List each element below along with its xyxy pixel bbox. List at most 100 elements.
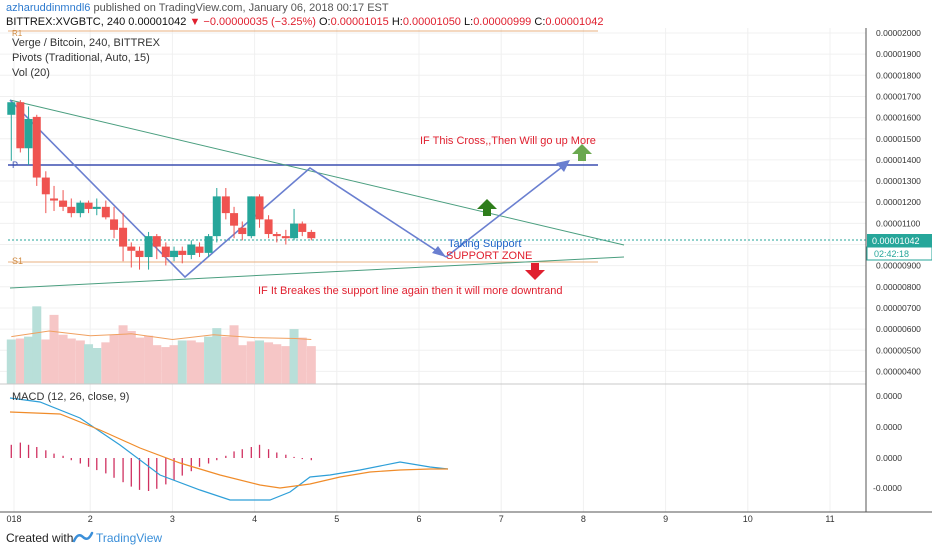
signal-line xyxy=(9,411,448,489)
candle xyxy=(127,242,136,268)
last-price-badge: 0.00001042 xyxy=(867,234,932,247)
chart-header: azharuddinmndl6 published on TradingView… xyxy=(0,0,932,30)
wave-path-arrowhead xyxy=(432,246,446,257)
price-tick-label: 0.00000600 xyxy=(876,324,921,334)
candle-body xyxy=(16,102,25,149)
break-annotation: IF It Breakes the support line again the… xyxy=(258,285,563,297)
volume-bar xyxy=(237,345,247,384)
candle xyxy=(101,200,110,220)
candle-body xyxy=(50,198,59,201)
candle-body xyxy=(67,206,76,214)
volume-bar xyxy=(255,340,265,384)
candle xyxy=(255,194,264,228)
candle-body xyxy=(255,196,264,220)
volume-bar xyxy=(84,344,94,384)
candle-body xyxy=(195,246,204,253)
macd-ticks: 0.0000 0.0000 0.0000 -0.0000 xyxy=(873,391,902,493)
candle-body xyxy=(84,202,93,209)
candle xyxy=(264,215,273,239)
up-arrow-light-icon xyxy=(572,144,592,161)
candle xyxy=(170,246,179,262)
price-tick-label: 0.00001300 xyxy=(876,176,921,186)
candle-body xyxy=(178,250,187,255)
volume-ma-line xyxy=(11,330,312,341)
candle xyxy=(281,229,290,245)
candles xyxy=(7,100,316,270)
candle xyxy=(238,221,247,241)
candle xyxy=(221,188,230,220)
macd-tick-label: 0.0000 xyxy=(876,422,902,432)
timer-badge-text: 02:42:18 xyxy=(874,249,909,259)
candle xyxy=(135,246,144,270)
cross-annotation: IF This Cross,,Then Will go up More xyxy=(420,135,596,147)
candle xyxy=(92,198,101,216)
price-tick-label: 0.00001600 xyxy=(876,113,921,123)
candle xyxy=(119,213,128,262)
price-tick-label: 0.00001700 xyxy=(876,91,921,101)
volume-bar xyxy=(169,345,179,384)
candle-body xyxy=(212,196,221,237)
candle xyxy=(230,206,239,239)
last-price: 0.00001042 xyxy=(128,16,187,28)
volume-bar xyxy=(144,335,154,384)
price-tick-label: 0.00001500 xyxy=(876,134,921,144)
price-tick-label: 0.00001200 xyxy=(876,197,921,207)
volume-bar xyxy=(281,346,291,384)
candle xyxy=(152,234,161,260)
publish-line: azharuddinmndl6 published on TradingView… xyxy=(6,2,389,15)
candle-body xyxy=(41,177,50,195)
projection-arrow xyxy=(445,163,567,258)
candle xyxy=(84,200,93,214)
price-tick-label: 0.00000400 xyxy=(876,366,921,376)
candle-body xyxy=(7,102,16,115)
time-tick-label: 8 xyxy=(581,514,586,524)
time-tick-label: 3 xyxy=(170,514,175,524)
time-tick-label: 5 xyxy=(334,514,339,524)
price-axis xyxy=(0,28,932,513)
candle-body xyxy=(119,227,128,247)
volume-bar xyxy=(297,337,307,384)
macd-legend: MACD (12, 26, close, 9) xyxy=(12,391,129,403)
candle xyxy=(24,106,33,165)
macd-histogram xyxy=(10,442,312,491)
price-tick-label: 0.00001800 xyxy=(876,70,921,80)
candle-body xyxy=(204,236,213,253)
candle xyxy=(307,229,316,241)
volume-bar xyxy=(41,339,51,384)
open-label: O: xyxy=(319,16,331,28)
candle-body xyxy=(170,250,179,258)
candle-body xyxy=(152,236,161,247)
macd-tick-label: 0.0000 xyxy=(876,453,902,463)
chart-canvas[interactable]: IF This Cross,,Then Will go up More Taki… xyxy=(0,0,932,526)
volume-bar xyxy=(212,328,222,384)
grid xyxy=(0,28,866,512)
candle xyxy=(50,185,59,212)
volume-bar xyxy=(221,336,231,384)
time-tick-label: 11 xyxy=(825,514,834,524)
candle xyxy=(178,246,187,264)
candle-body xyxy=(24,118,33,149)
tradingview-brand[interactable]: TradingView xyxy=(96,531,163,545)
candle xyxy=(161,242,170,266)
low-value: 0.00000999 xyxy=(473,16,532,28)
candle-body xyxy=(290,223,299,239)
price-tick-label: 0.00000700 xyxy=(876,303,921,313)
candle-body xyxy=(59,200,68,207)
volume-bars xyxy=(6,306,316,384)
candle xyxy=(16,100,25,153)
candle-body xyxy=(110,219,119,230)
time-tick-label: 018 xyxy=(6,514,21,524)
price-tick-label: 0.00001100 xyxy=(876,218,921,228)
volume-bar xyxy=(109,334,119,384)
zone-annotation: SUPPORT ZONE xyxy=(446,250,532,262)
candle xyxy=(204,234,213,258)
macd-tick-label: 0.0000 xyxy=(876,391,902,401)
volume-bar xyxy=(272,344,282,384)
price-tick-label: 0.00000500 xyxy=(876,345,921,355)
candle xyxy=(32,114,41,186)
candle-body xyxy=(32,116,41,178)
candle xyxy=(41,171,50,214)
candle xyxy=(212,188,221,243)
author-link[interactable]: azharuddinmndl6 xyxy=(6,2,91,14)
volume-bar xyxy=(66,338,76,384)
